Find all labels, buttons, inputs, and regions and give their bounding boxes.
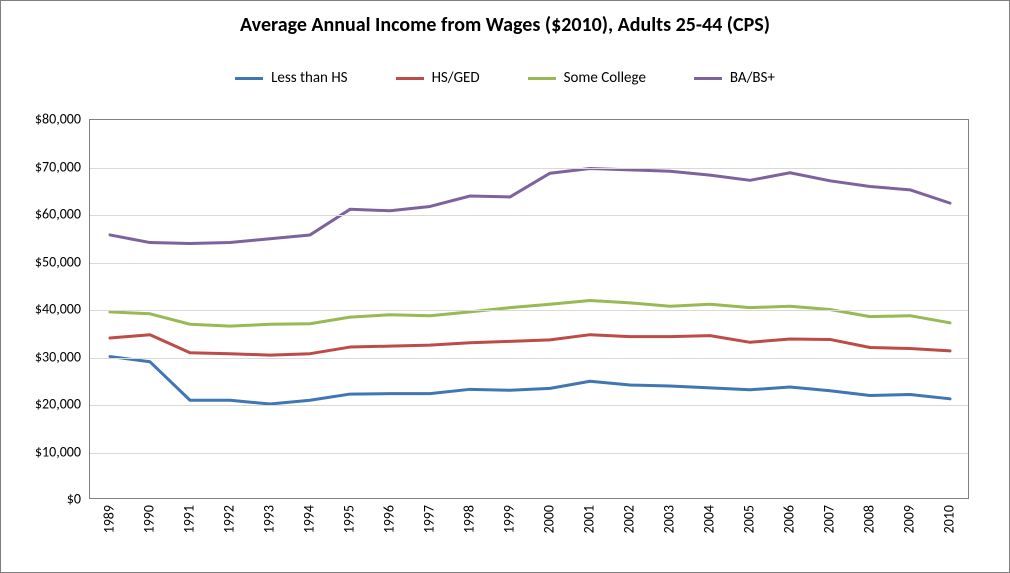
x-tick-label: 2002: [621, 505, 638, 533]
gridline: [90, 215, 968, 216]
plot-area: [89, 119, 969, 499]
y-tick-label: $40,000: [1, 301, 81, 318]
x-tick-label: 1997: [421, 505, 438, 533]
y-tick-label: $60,000: [1, 206, 81, 223]
x-tick-label: 1999: [501, 505, 518, 533]
y-tick-label: $80,000: [1, 111, 81, 128]
x-tick-label: 2001: [581, 505, 598, 533]
legend-item: HS/GED: [396, 69, 480, 87]
chart-title: Average Annual Income from Wages ($2010)…: [1, 13, 1009, 37]
legend-item: Less than HS: [235, 69, 348, 87]
series-line: [110, 301, 950, 327]
gridline: [90, 453, 968, 454]
gridline: [90, 358, 968, 359]
legend-swatch: [235, 77, 263, 80]
x-tick-label: 2006: [781, 505, 798, 533]
legend-label: BA/BS+: [730, 69, 775, 87]
y-tick-label: $0: [1, 491, 81, 508]
x-tick-label: 1991: [181, 505, 198, 533]
x-tick-label: 1995: [341, 505, 358, 533]
y-tick-label: $70,000: [1, 158, 81, 175]
x-tick-label: 2009: [901, 505, 918, 533]
y-tick-label: $30,000: [1, 348, 81, 365]
y-tick-label: $10,000: [1, 443, 81, 460]
legend: Less than HS HS/GED Some College BA/BS+: [1, 69, 1009, 87]
legend-label: HS/GED: [432, 69, 480, 87]
x-tick-label: 2005: [741, 505, 758, 533]
y-tick-label: $50,000: [1, 253, 81, 270]
legend-label: Some College: [564, 69, 646, 87]
x-tick-label: 1994: [301, 505, 318, 533]
x-tick-label: 2000: [541, 505, 558, 533]
legend-swatch: [694, 77, 722, 80]
series-line: [110, 168, 950, 243]
x-tick-label: 2003: [661, 505, 678, 533]
x-tick-label: 1990: [141, 505, 158, 533]
x-tick-label: 2008: [861, 505, 878, 533]
x-tick-label: 1993: [261, 505, 278, 533]
legend-item: BA/BS+: [694, 69, 775, 87]
gridline: [90, 263, 968, 264]
x-tick-label: 1992: [221, 505, 238, 533]
series-line: [110, 357, 950, 405]
x-tick-label: 2010: [941, 505, 958, 533]
x-tick-label: 2007: [821, 505, 838, 533]
chart-container: Average Annual Income from Wages ($2010)…: [0, 0, 1010, 573]
legend-item: Some College: [528, 69, 646, 87]
x-tick-label: 1989: [101, 505, 118, 533]
y-tick-label: $20,000: [1, 396, 81, 413]
gridline: [90, 310, 968, 311]
gridline: [90, 168, 968, 169]
x-tick-label: 1996: [381, 505, 398, 533]
gridline: [90, 405, 968, 406]
legend-swatch: [528, 77, 556, 80]
x-tick-label: 1998: [461, 505, 478, 533]
legend-label: Less than HS: [271, 69, 348, 87]
series-line: [110, 335, 950, 355]
legend-swatch: [396, 77, 424, 80]
x-tick-label: 2004: [701, 505, 718, 533]
